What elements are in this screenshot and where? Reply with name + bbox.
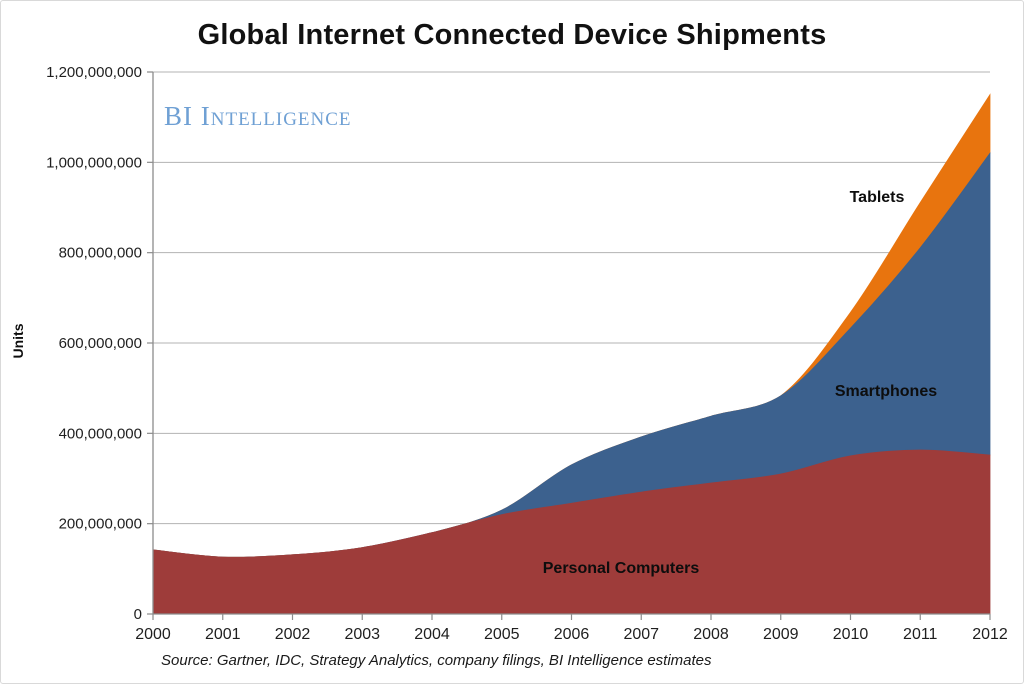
y-tick-label: 800,000,000 (59, 245, 142, 262)
x-tick-label: 2008 (693, 626, 729, 643)
tick-marks (147, 71, 991, 620)
smartphones-area-label: Smartphones (835, 383, 937, 400)
y-axis-title: Units (10, 323, 26, 358)
x-tick-label: 2006 (554, 626, 590, 643)
x-tick-label: 2009 (763, 626, 799, 643)
x-tick-label: 2007 (623, 626, 659, 643)
tablets-area-label: Tablets (850, 189, 905, 206)
y-tick-label: 400,000,000 (59, 425, 142, 442)
y-tick-label: 200,000,000 (59, 516, 142, 533)
y-tick-label: 1,200,000,000 (46, 64, 142, 81)
x-tick-label: 2000 (135, 626, 171, 643)
x-tick-label: 2004 (414, 626, 450, 643)
x-tick-label: 2003 (344, 626, 380, 643)
x-tick-label: 2011 (903, 626, 938, 643)
x-tick-label: 2002 (275, 626, 311, 643)
source-note: Source: Gartner, IDC, Strategy Analytics… (161, 652, 712, 669)
chart-title: Global Internet Connected Device Shipmen… (197, 19, 827, 51)
y-tick-label: 1,000,000,000 (46, 154, 142, 171)
x-tick-label: 2010 (833, 626, 869, 643)
y-tick-label: 0 (134, 606, 142, 623)
x-tick-label: 2001 (205, 626, 241, 643)
chart-areas (152, 93, 991, 615)
tick-labels: 0 200,000,000 400,000,000 600,000,000 800,00… (46, 64, 1008, 643)
x-tick-label: 2012 (972, 626, 1008, 643)
bi-intelligence-logo: BI Intelligence (164, 101, 352, 131)
x-tick-label: 2005 (484, 626, 520, 643)
y-tick-label: 600,000,000 (59, 335, 142, 352)
personal-computers-area-label: Personal Computers (543, 560, 700, 577)
